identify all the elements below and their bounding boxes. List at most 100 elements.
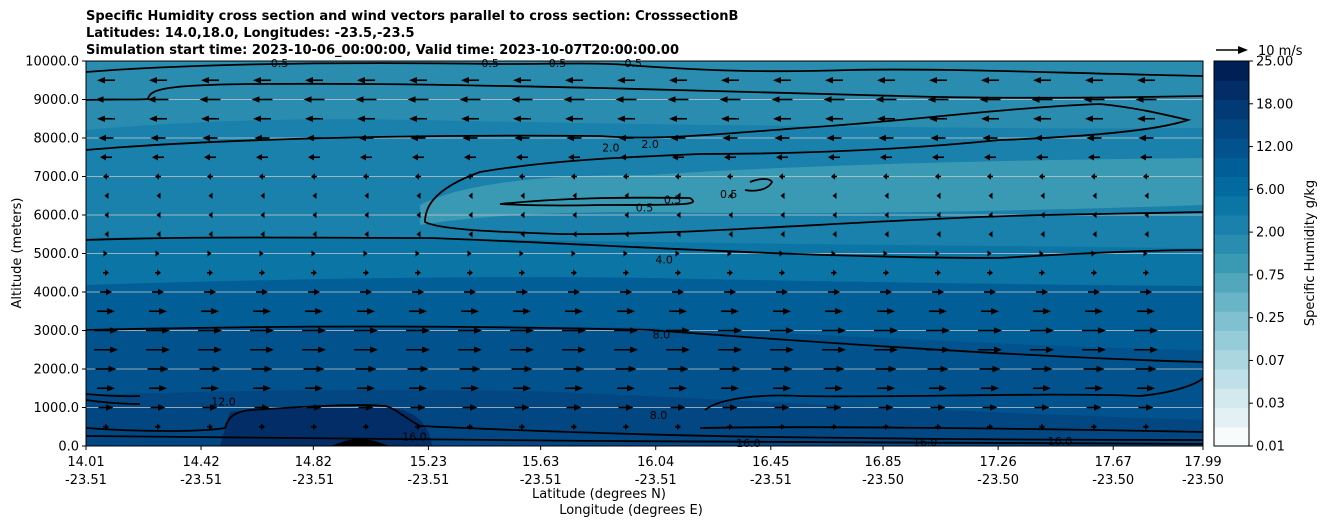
wind-arrow	[822, 327, 846, 334]
wind-arrow	[199, 96, 221, 103]
wind-arrow	[149, 76, 167, 84]
x-tick-label-lat: 16.85	[864, 455, 901, 470]
y-tick-label: 8000.0	[34, 132, 80, 147]
x-axis-ticks: 14.01 -23.51 14.42 -23.51 14.82 -23.51 15.23 -2…	[65, 446, 1224, 488]
wind-arrow	[884, 230, 889, 238]
wind-arrow	[988, 211, 993, 219]
wind-arrow	[883, 423, 889, 431]
wind-arrow	[562, 327, 586, 334]
wind-arrow	[155, 269, 161, 277]
wind-arrow	[727, 250, 732, 257]
contour-8.0-lower	[704, 377, 1203, 411]
wind-arrow	[675, 173, 681, 180]
y-tick-label: 9000.0	[34, 93, 80, 108]
wind-arrow	[250, 327, 274, 334]
wind-arrow	[1143, 250, 1148, 257]
wind-arrow	[1091, 269, 1097, 277]
wind-arrow	[407, 96, 429, 103]
wind-arrow	[1083, 96, 1105, 103]
wind-arrow	[984, 288, 996, 296]
wind-arrow	[773, 384, 791, 392]
wind-arrow	[929, 115, 947, 123]
wind-arrow	[250, 346, 274, 354]
y-tick-label: 7000.0	[34, 170, 80, 185]
y-tick-label: 2000.0	[34, 363, 80, 378]
wind-arrow	[828, 153, 840, 161]
wind-arrow	[929, 307, 947, 315]
wind-arrow	[571, 173, 577, 180]
wind-arrow	[98, 404, 114, 411]
wind-arrow	[825, 384, 843, 392]
wind-arrow	[770, 327, 794, 334]
wind-arrow	[259, 423, 265, 431]
wind-arrow	[149, 115, 167, 123]
colorbar-segment	[1214, 80, 1249, 100]
wind-arrow	[770, 346, 794, 354]
wind-arrow	[155, 423, 161, 431]
wind-arrow	[1144, 192, 1149, 200]
wind-arrow	[988, 230, 993, 238]
colorbar-segment	[1214, 118, 1249, 139]
wind-arrow	[254, 134, 270, 142]
wind-arrow	[97, 76, 115, 84]
x-tick-label-lon: -23.50	[977, 473, 1019, 488]
wind-arrow	[883, 269, 889, 277]
wind-arrow	[883, 173, 889, 180]
wind-arrow	[563, 365, 585, 373]
wind-arrow	[718, 327, 742, 334]
wind-arrow	[979, 365, 1001, 373]
wind-arrow	[562, 346, 586, 354]
contour-label: 0.5	[625, 57, 643, 70]
wind-arrow	[877, 307, 895, 315]
wind-arrow	[1143, 269, 1149, 277]
wind-arrow	[1135, 96, 1157, 103]
wind-arrow	[935, 173, 941, 180]
wind-arrow	[467, 269, 473, 277]
wind-arrow	[984, 153, 996, 161]
contour-label: 16.0	[913, 436, 938, 449]
contour-label: 16.0	[402, 430, 427, 443]
wind-arrow	[1040, 230, 1045, 238]
wind-arrow	[306, 134, 322, 142]
wind-arrow	[832, 211, 837, 219]
wind-arrow	[103, 423, 109, 431]
wind-arrow	[724, 288, 736, 296]
wind-arrow	[357, 384, 375, 392]
y-tick-label: 3000.0	[34, 324, 80, 339]
colorbar-label: Specific Humidity g/kg	[1303, 180, 1318, 326]
contour-16.0-lower-2	[699, 426, 1203, 433]
wind-arrow	[415, 423, 421, 431]
wind-arrow	[208, 211, 213, 219]
wind-arrow	[617, 307, 635, 315]
wind-arrow	[202, 404, 218, 411]
wind-arrow	[727, 423, 733, 431]
wind-arrow	[676, 230, 681, 238]
wind-arrow	[878, 134, 894, 142]
wind-arrow	[1040, 192, 1045, 200]
wind-arrow	[1092, 211, 1097, 219]
wind-arrow	[208, 192, 213, 200]
wind-arrow	[982, 134, 998, 142]
x-tick-label-lon: -23.51	[407, 473, 449, 488]
wind-arrow	[878, 404, 894, 411]
wind-arrow	[103, 269, 109, 277]
wind-arrow	[1030, 346, 1054, 354]
wind-arrow	[461, 76, 479, 84]
wind-arrow	[675, 269, 681, 277]
wind-arrow	[458, 346, 482, 354]
wind-arrow	[513, 307, 531, 315]
wind-arrow	[987, 173, 993, 180]
wind-arrow	[623, 250, 628, 257]
wind-arrow	[571, 423, 577, 431]
wind-arrow	[676, 192, 681, 200]
colorbar-segment	[1214, 215, 1249, 235]
wind-arrow	[624, 211, 629, 219]
wind-arrow	[513, 384, 531, 392]
wind-arrow	[930, 404, 946, 411]
wind-arrow	[624, 192, 629, 200]
wind-arrow	[926, 327, 950, 334]
wind-arrow	[831, 173, 837, 180]
wind-arrow	[667, 96, 689, 103]
wind-arrow	[779, 423, 785, 431]
wind-arrow	[94, 346, 118, 354]
